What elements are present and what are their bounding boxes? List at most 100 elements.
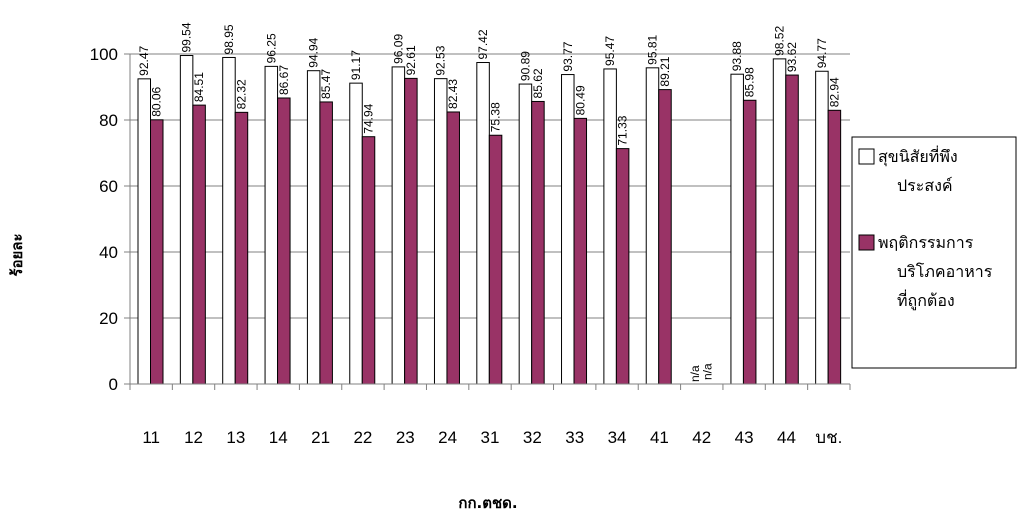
bar-series-2 <box>531 100 545 385</box>
x-tick-label: 31 <box>481 428 500 447</box>
x-tick-label: 42 <box>692 428 711 447</box>
bar-series-2 <box>404 77 418 385</box>
x-tick-label: 13 <box>226 428 245 447</box>
legend-label-series-1: ประสงค์ <box>897 176 953 195</box>
bar-series-1 <box>603 68 617 385</box>
data-label: 92.53 <box>434 45 448 75</box>
data-label: 98.95 <box>222 24 236 54</box>
data-label: 80.06 <box>150 86 164 116</box>
data-label-na: n/a <box>688 365 702 382</box>
data-label: 96.25 <box>264 33 278 63</box>
data-label: 93.62 <box>785 42 799 72</box>
x-tick-label: 33 <box>565 428 584 447</box>
data-label: 85.98 <box>743 67 757 97</box>
x-tick-label: 34 <box>608 428 627 447</box>
bar-series-1 <box>433 78 448 385</box>
x-tick-label: 41 <box>650 428 669 447</box>
data-label: 96.09 <box>391 34 405 64</box>
data-label: 89.21 <box>658 56 672 86</box>
bar-series-2 <box>573 117 588 385</box>
legend: สุขนิสัยที่พึงประสงค์พฤติกรรมการบริโภคอา… <box>851 136 1017 369</box>
data-label: 85.62 <box>531 68 545 98</box>
x-tick-label: 23 <box>396 428 415 447</box>
y-tick-label: 20 <box>99 309 118 328</box>
bar-series-1 <box>264 65 279 385</box>
data-label: 92.61 <box>404 45 418 75</box>
bar-series-1 <box>179 55 194 385</box>
bar-series-2 <box>192 104 206 385</box>
data-label: 82.32 <box>234 79 248 109</box>
data-label: 94.94 <box>307 37 321 67</box>
data-label: 97.42 <box>476 29 490 59</box>
data-label: 90.89 <box>518 51 532 81</box>
bar-series-2 <box>488 134 503 385</box>
y-tick-label: 80 <box>99 111 118 130</box>
legend-label-series-1: สุขนิสัยที่พึง <box>878 145 958 167</box>
x-axis-title: กก.ตชด. <box>458 494 517 512</box>
y-tick-label: 60 <box>99 177 118 196</box>
data-labels: 92.47 99.54 98.95 96.25 94.94 91.17 96.09 92.53… <box>137 22 841 382</box>
data-label: 91.17 <box>349 50 363 80</box>
legend-box <box>851 136 1017 369</box>
bar-series-1 <box>518 83 533 385</box>
x-tick-label: 44 <box>777 428 796 447</box>
x-tick-label: บช. <box>815 428 842 447</box>
data-label: 84.51 <box>192 72 206 102</box>
x-tick-label: 43 <box>735 428 754 447</box>
bar-series-1 <box>561 74 575 385</box>
y-tick-label: 100 <box>90 45 118 64</box>
data-label: 80.49 <box>573 85 587 115</box>
x-tick-label: 24 <box>438 428 457 447</box>
bar-series-1 <box>137 78 151 385</box>
bar-series-1 <box>645 67 660 385</box>
data-label: 85.47 <box>319 69 333 99</box>
bar-series-2 <box>785 74 799 385</box>
x-tick-label: 22 <box>353 428 372 447</box>
bar-series-2 <box>742 99 757 385</box>
bar-series-2 <box>615 148 630 385</box>
legend-swatch-series-1 <box>858 148 875 165</box>
data-label: 92.47 <box>137 45 151 75</box>
data-label-na: n/a <box>700 363 714 380</box>
bar-series-2 <box>658 89 672 385</box>
legend-label-series-2: ที่ถูกต้อง <box>897 289 955 311</box>
bar-series-1 <box>815 70 829 385</box>
legend-label-series-2: พฤติกรรมการ <box>878 233 974 252</box>
data-label: 82.94 <box>827 77 841 107</box>
axes: 0 20 40 60 80 100 11 12 13 14 21 22 23 24 31 32 33 34 41 42… <box>90 45 851 447</box>
bar-series-2 <box>319 101 333 385</box>
legend-swatch-series-2 <box>858 234 875 251</box>
data-label: 94.77 <box>815 38 829 68</box>
data-label: 82.43 <box>446 79 460 109</box>
x-tick-label: 11 <box>142 428 160 447</box>
data-label: 71.33 <box>616 115 630 145</box>
data-label: 75.38 <box>489 102 503 132</box>
data-label: 93.88 <box>730 41 744 71</box>
bar-series-1 <box>349 82 363 385</box>
bar-series-1 <box>476 62 490 385</box>
bar-series-1 <box>306 70 321 385</box>
data-label: 98.52 <box>773 26 787 56</box>
bar-series-2 <box>361 136 376 385</box>
bar-series-2 <box>446 111 460 385</box>
x-tick-label: 32 <box>523 428 542 447</box>
y-axis-title: ร้อยละ <box>8 233 26 276</box>
data-label: 93.77 <box>561 41 575 71</box>
data-label: 99.54 <box>180 22 194 52</box>
data-label: 95.81 <box>645 34 659 64</box>
y-tick-label: 40 <box>99 243 118 262</box>
bar-series-2 <box>234 111 249 385</box>
data-label: 95.47 <box>603 36 617 66</box>
bar-series-2 <box>827 109 842 385</box>
bar-series-1 <box>391 66 406 385</box>
y-tick-label: 0 <box>109 375 118 394</box>
x-tick-label: 14 <box>269 428 288 447</box>
data-label: 74.94 <box>362 103 376 133</box>
bar-series-1 <box>730 73 744 385</box>
bar-series-1 <box>772 58 787 385</box>
x-tick-label: 12 <box>184 428 203 447</box>
legend-label-series-2: บริโภคอาหาร <box>897 262 993 281</box>
bar-series-2 <box>277 97 291 385</box>
data-label: 86.67 <box>277 65 291 95</box>
